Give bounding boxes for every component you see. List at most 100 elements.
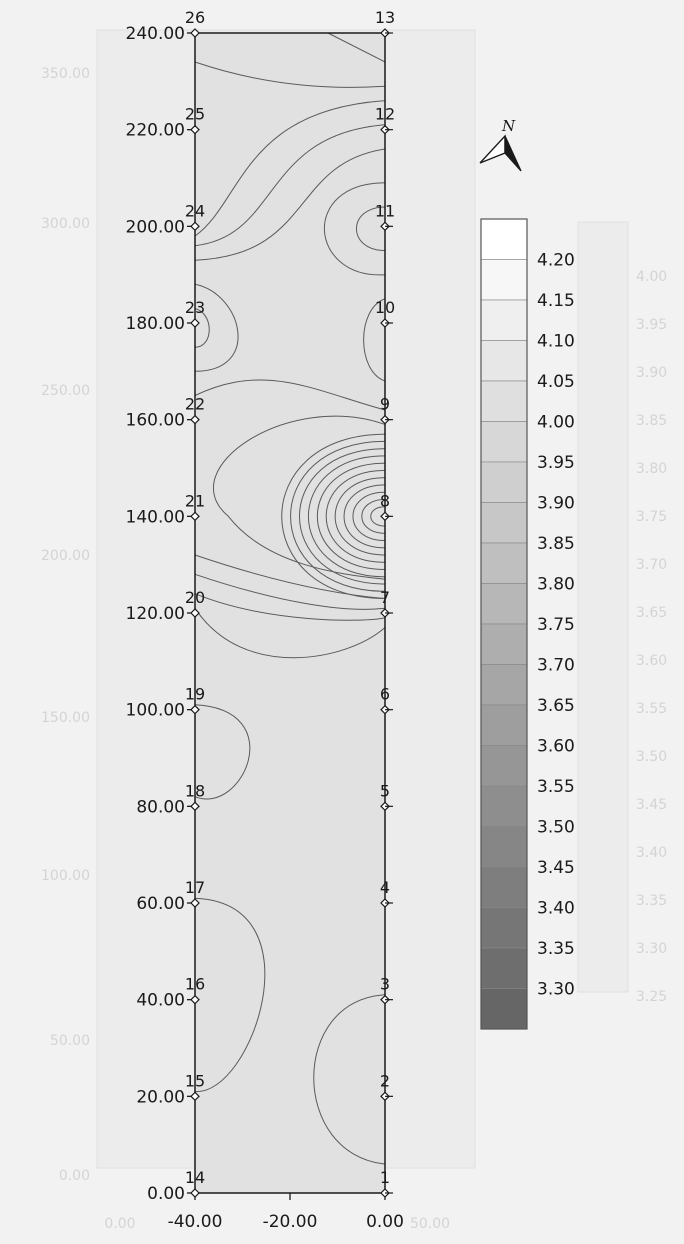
- plot-background: [195, 33, 385, 1193]
- contour-line: [343, 484, 386, 549]
- ghost-legend-label: 3.45: [636, 797, 667, 813]
- legend: 4.20 4.15 4.10 4.05 4.00 3.95 3.90 3.85 3.80 3.75…: [480, 218, 575, 1030]
- legend-swatch: [480, 542, 528, 584]
- legend-label: 3.75: [537, 615, 575, 635]
- contour-line: [363, 298, 386, 382]
- point-label: 25: [185, 105, 205, 124]
- ghost-x-tick-label: 0.00: [104, 1216, 135, 1232]
- legend-swatch: [480, 340, 528, 382]
- ghost-legend-label: 3.25: [636, 989, 667, 1005]
- point-label: 23: [185, 298, 205, 317]
- contour-line: [299, 448, 386, 585]
- point-marker: [190, 1091, 200, 1102]
- legend-label: 3.40: [537, 899, 575, 919]
- ghost-y-tick-label: 100.00: [41, 868, 90, 884]
- ghost-legend-label: 3.65: [636, 605, 667, 621]
- ghost-legend-label: 3.70: [636, 557, 667, 573]
- legend-swatch: [480, 380, 528, 422]
- north-arrow-light-half: [479, 134, 506, 164]
- legend-label: 3.95: [537, 453, 575, 473]
- legend-swatch: [480, 664, 528, 706]
- contour-line: [370, 506, 386, 527]
- contour-line: [317, 462, 386, 570]
- legend-swatch: [480, 583, 528, 625]
- point-marker: [190, 318, 200, 328]
- point-label: 4: [380, 878, 390, 897]
- point-marker: [190, 801, 200, 812]
- contour-line: [308, 455, 386, 578]
- legend-swatch: [480, 907, 528, 949]
- contour-line: [194, 124, 386, 247]
- contour-line: [194, 554, 386, 599]
- ghost-y-tick-label: 350.00: [41, 66, 90, 82]
- y-tick-label: 120.00: [126, 604, 185, 624]
- point-marker: [190, 221, 200, 232]
- legend-swatch: [480, 623, 528, 665]
- contour-line: [194, 573, 386, 610]
- ghost-legend-label: 3.85: [636, 413, 667, 429]
- legend-swatch: [480, 502, 528, 544]
- contour-line: [194, 283, 239, 372]
- legend-label: 4.00: [537, 413, 575, 433]
- point-label: 18: [185, 781, 205, 800]
- point-label: 8: [380, 491, 390, 510]
- contour-line: [194, 897, 266, 1093]
- ghost-y-tick-label: 50.00: [50, 1033, 90, 1049]
- legend-label: 3.45: [537, 858, 575, 878]
- point-marker: [190, 608, 200, 618]
- legend-label: 3.90: [537, 494, 575, 514]
- contour-line: [325, 469, 386, 563]
- contour-line: [213, 415, 386, 580]
- point-label: 3: [380, 975, 390, 994]
- legend-swatch: [480, 461, 528, 503]
- legend-label: 4.05: [537, 372, 575, 392]
- point-marker: [190, 898, 200, 908]
- point-label: 2: [380, 1071, 390, 1090]
- contour-line: [194, 704, 251, 800]
- point-marker: [190, 704, 200, 715]
- legend-label: 3.60: [537, 737, 575, 757]
- point-label: 5: [380, 781, 390, 800]
- ghost-legend-label: 3.35: [636, 893, 667, 909]
- north-arrow-dark-half: [504, 135, 522, 172]
- point-label: 6: [380, 685, 390, 704]
- ghost-legend-label: 3.40: [636, 845, 667, 861]
- y-tick-label: 180.00: [126, 314, 185, 334]
- contour-line: [194, 607, 386, 659]
- legend-label: 3.55: [537, 777, 575, 797]
- y-tick-label: 240.00: [126, 24, 185, 44]
- point-label: 24: [185, 201, 205, 220]
- ghost-legend-frame: [577, 221, 629, 993]
- ghost-y-tick-label: 150.00: [41, 710, 90, 726]
- measurement-points: 1234567891011121314151617181920212223242…: [185, 8, 395, 1198]
- ghost-y-tick-label: 250.00: [41, 383, 90, 399]
- y-tick-label: 0.00: [147, 1184, 185, 1204]
- point-label: 10: [375, 298, 395, 317]
- contour-line: [352, 491, 386, 541]
- legend-swatch: [480, 218, 528, 260]
- point-marker: [190, 124, 200, 135]
- point-label: 13: [375, 8, 395, 27]
- contour-line: [194, 593, 386, 621]
- legend-label: 3.80: [537, 575, 575, 595]
- legend-label: 3.85: [537, 534, 575, 554]
- ghost-legend-label: 3.80: [636, 461, 667, 477]
- north-label: N: [501, 117, 516, 135]
- y-tick-label: 220.00: [126, 121, 185, 141]
- legend-label: 3.65: [537, 696, 575, 716]
- legend-swatch: [480, 785, 528, 827]
- ghost-legend-label: 3.90: [636, 365, 667, 381]
- point-label: 14: [185, 1168, 205, 1187]
- point-label: 7: [380, 588, 390, 607]
- legend-swatch: [480, 299, 528, 341]
- contour-line: [323, 182, 386, 276]
- ghost-y-tick-label: 0.00: [59, 1168, 90, 1184]
- contour-line: [194, 61, 386, 88]
- point-label: 12: [375, 105, 395, 124]
- ghost-y-tick-label: 200.00: [41, 548, 90, 564]
- ghost-x-tick-label: 50.00: [410, 1216, 450, 1232]
- point-label: 26: [185, 8, 205, 27]
- point-label: 22: [185, 395, 205, 414]
- point-marker: [190, 994, 200, 1005]
